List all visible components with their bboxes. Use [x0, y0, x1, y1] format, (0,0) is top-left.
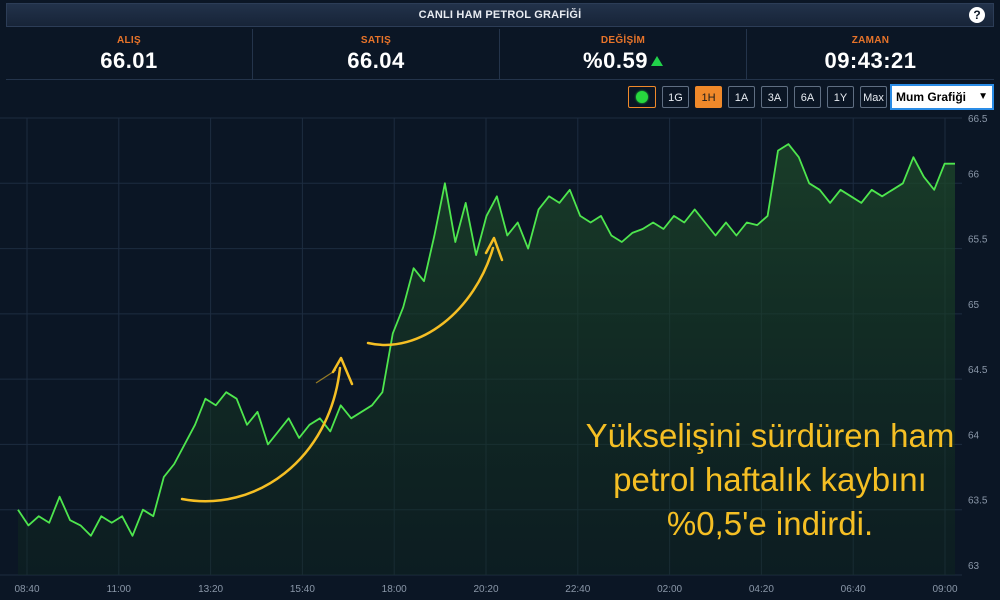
- x-tick-label: 04:20: [749, 584, 774, 595]
- stat-time-label: ZAMAN: [851, 35, 890, 46]
- stats-bar: ALIŞ 66.01 SATIŞ 66.04 DEĞİŞİM %0.59 ZAM…: [6, 29, 994, 80]
- price-line: [17, 143, 955, 537]
- range-button-1y[interactable]: 1Y: [827, 86, 854, 108]
- stat-change-value-wrap: %0.59: [500, 48, 746, 74]
- y-tick-label: 66: [968, 169, 980, 180]
- annotation-arrows: [180, 236, 504, 503]
- annotation-arrow-right: [366, 246, 495, 347]
- stat-ask-label: SATIŞ: [360, 35, 392, 46]
- chart-controls: 1G 1H 1A 3A 6A 1Y Max Mum Grafiği ▼: [628, 84, 994, 112]
- y-tick-label: 63: [968, 561, 980, 572]
- green-dot-icon: [636, 91, 648, 103]
- range-button-max[interactable]: Max: [860, 86, 887, 108]
- annotation-arrow-left-shadow: [315, 369, 337, 384]
- y-tick-label: 65: [968, 300, 980, 311]
- chart-type-select[interactable]: Mum Grafiği ▼: [890, 84, 994, 110]
- x-tick-label: 18:00: [382, 584, 407, 595]
- y-tick-label: 65.5: [968, 235, 988, 246]
- chevron-down-icon: ▼: [978, 91, 988, 102]
- x-tick-label: 13:20: [198, 584, 223, 595]
- headline-overlay: Yükselişini sürdüren ham petrol haftalık…: [560, 414, 980, 546]
- stat-time-value: 09:43:21: [824, 48, 917, 73]
- stat-change: DEĞİŞİM %0.59: [500, 29, 747, 79]
- range-button-3a[interactable]: 3A: [761, 86, 788, 108]
- range-button-1g[interactable]: 1G: [662, 86, 689, 108]
- stat-ask: SATIŞ 66.04: [253, 29, 500, 79]
- x-tick-label: 22:40: [565, 584, 590, 595]
- range-button-1a[interactable]: 1A: [728, 86, 755, 108]
- x-tick-label: 08:40: [14, 584, 39, 595]
- price-area: [18, 144, 955, 575]
- stat-bid-label: ALIŞ: [117, 35, 141, 46]
- up-triangle-icon: [650, 56, 663, 66]
- annotation-arrow-left: [180, 366, 342, 503]
- stat-bid: ALIŞ 66.01: [6, 29, 253, 79]
- y-tick-label: 64.5: [968, 365, 988, 376]
- headline-line-3: %0,5'e indirdi.: [666, 505, 874, 542]
- x-tick-label: 15:40: [290, 584, 315, 595]
- x-tick-label: 20:20: [473, 584, 498, 595]
- stat-change-value: %0.59: [583, 48, 648, 73]
- y-tick-label: 63.5: [968, 496, 988, 507]
- x-tick-label: 06:40: [841, 584, 866, 595]
- headline-line-1: Yükselişini sürdüren ham: [585, 417, 955, 454]
- chart-type-selected: Mum Grafiği: [896, 90, 967, 104]
- y-tick-label: 66.5: [968, 114, 988, 125]
- annotation-arrowhead-right: [484, 236, 504, 262]
- live-toggle-button[interactable]: [628, 86, 656, 108]
- x-tick-label: 09:00: [932, 584, 957, 595]
- x-tick-label: 02:00: [657, 584, 682, 595]
- annotation-arrowhead-left: [331, 356, 354, 386]
- stat-time: ZAMAN 09:43:21: [747, 29, 994, 79]
- help-icon[interactable]: ?: [969, 7, 985, 23]
- headline-line-2: petrol haftalık kaybını: [613, 461, 927, 498]
- stat-ask-value: 66.04: [347, 48, 405, 73]
- chart-header: CANLI HAM PETROL GRAFİĞİ ?: [6, 3, 994, 27]
- stat-change-label: DEĞİŞİM: [600, 35, 646, 46]
- y-tick-label: 64: [968, 430, 980, 441]
- range-button-6a[interactable]: 6A: [794, 86, 821, 108]
- stat-bid-value: 66.01: [100, 48, 158, 73]
- range-button-1h[interactable]: 1H: [695, 86, 722, 108]
- chart-title: CANLI HAM PETROL GRAFİĞİ: [418, 9, 582, 21]
- x-tick-label: 11:00: [107, 584, 132, 595]
